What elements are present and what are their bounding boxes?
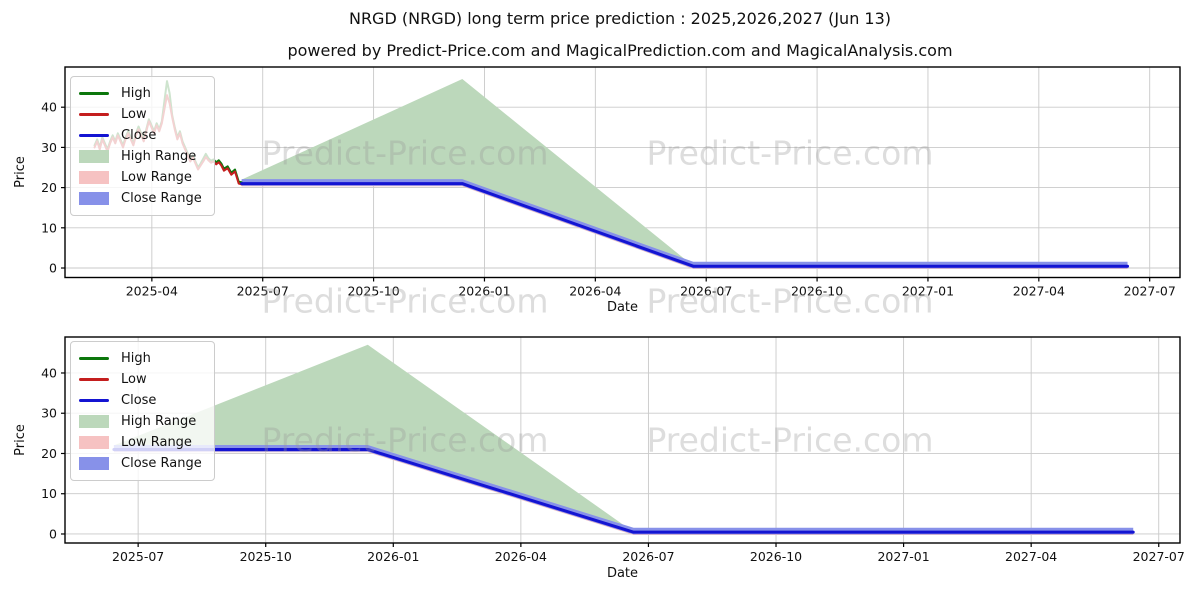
y-tick-label: 40 [41,365,57,380]
watermark-text: Predict-Price.com [646,134,933,173]
y-axis-label: Price [13,156,28,188]
legend-label: High Range [121,414,197,429]
x-tick-label: 2026-10 [750,549,802,564]
legend-label: Close [121,128,157,143]
legend-swatch-patch [79,171,109,184]
page-title: NRGD (NRGD) long term price prediction :… [348,9,892,28]
legend-item-close: Close [79,125,202,146]
legend-item-high-range: High Range [79,146,202,167]
watermark-text: Predict-Price.com [646,421,933,460]
price-chart-top: 2025-04 2025-07 2025-10 2026-01 2026-04 2026-… [13,66,1181,315]
x-tick-label: 2026-07 [680,284,732,299]
legend-label: Low Range [121,435,192,450]
legend-swatch-line [79,92,109,95]
x-tick-label: 2027-01 [877,549,929,564]
close-line [240,182,1130,268]
legend-label: Close Range [121,191,202,206]
x-tick-label: 2027-04 [1005,549,1057,564]
legend-label: Close [121,393,157,408]
legend-item-close-range: Close Range [79,453,202,474]
page-subtitle: powered by Predict-Price.com and Magical… [287,41,953,60]
legend-label: Low [121,107,147,122]
y-axis-label: Price [13,424,28,456]
y-tick-label: 30 [41,140,57,155]
y-tick-label: 10 [41,220,57,235]
legend-item-low-range: Low Range [79,167,202,188]
y-tick-label: 20 [41,446,57,461]
legend-item-close-range: Close Range [79,188,202,209]
legend-item-low-range: Low Range [79,432,202,453]
legend-label: High [121,86,151,101]
legend-item-low: Low [79,369,202,390]
x-tick-label: 2027-01 [902,284,954,299]
legend-label: Low Range [121,170,192,185]
watermark-layer: Predict-Price.com Predict-Price.com Predic… [261,134,933,460]
y-tick-label: 10 [41,486,57,501]
legend-swatch-patch [79,436,109,449]
x-tick-label: 2027-04 [1013,284,1065,299]
y-tick-label: 40 [41,100,57,115]
x-tick-label: 2026-10 [791,284,843,299]
legend-swatch-line [79,378,109,381]
axes-frame [64,66,1181,279]
legend-bottom: High Low Close High Range Low Range Close Ran… [70,341,215,481]
watermark-text: Predict-Price.com [261,282,548,321]
x-tick-label: 2025-04 [126,284,178,299]
legend-swatch-patch [79,457,109,470]
axes-frame [64,336,1181,544]
y-tick-label: 20 [41,180,57,195]
x-tick-label: 2025-07 [237,284,289,299]
legend-swatch-line [79,113,109,116]
x-tick-label: 2026-01 [458,284,510,299]
high-range-area [113,344,634,533]
legend-item-high-range: High Range [79,411,202,432]
x-tick-label: 2025-07 [112,549,164,564]
high-range-area [241,79,694,267]
low-range-area [113,448,1134,535]
x-tick-label: 2027-07 [1124,284,1176,299]
low-range-area [241,182,1128,270]
legend-swatch-line [79,357,109,360]
watermark-text: Predict-Price.com [261,421,548,460]
legend-label: High [121,351,151,366]
legend-item-low: Low [79,104,202,125]
x-tick-label: 2025-10 [347,284,399,299]
legend-swatch-patch [79,150,109,163]
x-tick-label: 2026-01 [367,549,419,564]
legend-label: Low [121,372,147,387]
legend-label: Close Range [121,456,202,471]
legend-item-high: High [79,348,202,369]
x-tick-label: 2025-10 [240,549,292,564]
x-tick-label: 2027-07 [1133,549,1185,564]
legend-label: High Range [121,149,197,164]
watermark-text: Predict-Price.com [646,282,933,321]
watermark-text: Predict-Price.com [261,134,548,173]
legend-swatch-line [79,399,109,402]
price-chart-bottom: 2025-07 2025-10 2026-01 2026-04 2026-07 2026-… [13,336,1185,581]
legend-item-high: High [79,83,202,104]
x-tick-label: 2026-04 [495,549,547,564]
x-axis-label: Date [607,300,638,315]
legend-item-close: Close [79,390,202,411]
x-axis-label: Date [607,566,638,581]
legend-swatch-patch [79,192,109,205]
y-tick-label: 30 [41,406,57,421]
close-range-area [241,179,1128,269]
legend-swatch-patch [79,415,109,428]
x-tick-label: 2026-04 [569,284,621,299]
y-tick-label: 0 [49,261,57,276]
legend-swatch-line [79,134,109,137]
x-tick-label: 2026-07 [622,549,674,564]
y-tick-label: 0 [49,526,57,541]
close-line [112,447,1135,534]
legend-top: High Low Close High Range Low Range Close Ran… [70,76,215,216]
